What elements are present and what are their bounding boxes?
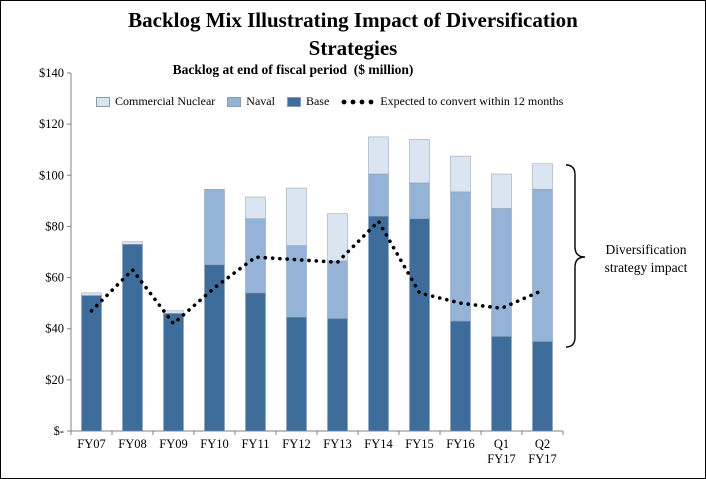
bar-segment-commercial-nuclear [81,292,102,296]
bar-segment-base [368,215,389,432]
legend-swatch-naval [227,96,242,107]
bar-segment-base [532,341,553,432]
bar-segment-naval [368,173,389,217]
legend-label-naval: Naval [246,94,275,108]
legend-label-base: Base [305,94,330,108]
diversification-annotation: Diversification strategy impact [604,242,688,275]
bar-segment-base [409,218,430,432]
bar-segment-naval [204,189,225,266]
y-tick-label: $60 [45,271,64,285]
bar-segment-base [491,336,512,432]
chart-title: Backlog Mix Illustrating Impact of Diver… [128,8,578,61]
bar-segment-naval [286,245,307,318]
bar-segment-base [204,264,225,432]
y-tick-label: $140 [39,66,64,80]
bar-segment-base [81,295,102,432]
bar-segment-commercial-nuclear [245,196,266,220]
x-tick-label: FY07 [77,437,105,451]
bar-segment-base [327,318,348,432]
bar-segment-commercial-nuclear [122,241,143,245]
bar-segment-commercial-nuclear [409,139,430,184]
bar-segment-base [122,244,143,432]
legend-item-base: Base [286,94,330,109]
bar-segment-commercial-nuclear [532,163,553,190]
legend: Commercial Nuclear Naval Base Expected t… [96,94,575,109]
expected-to-convert-line [89,218,545,327]
x-tick-label: FY11 [241,437,269,451]
bar-segment-base [163,313,184,432]
legend-swatch-base [286,96,301,107]
bar-segment-naval [245,218,266,294]
y-tick-label: $20 [45,373,64,387]
bar-segment-naval [491,208,512,337]
x-tick-label: FY17 [528,452,556,466]
x-tick-label: FY08 [118,437,146,451]
bar-segment-naval [532,189,553,342]
x-tick-label: FY17 [487,452,515,466]
bar-segment-commercial-nuclear [368,136,389,175]
bar-segment-commercial-nuclear [163,310,184,314]
chart-subtitle: Backlog at end of fiscal period ($ milli… [172,62,414,77]
x-tick-label: FY14 [364,437,393,451]
x-tick-label: FY12 [282,437,310,451]
legend-dotted-line-sample [341,99,374,104]
y-tick-label: $40 [45,322,64,336]
brace [565,164,586,348]
y-tick-label: $100 [39,168,64,182]
bar-segment-naval [327,260,348,319]
y-tick-label: $- [54,424,64,438]
bar-segment-commercial-nuclear [491,173,512,209]
bar-segment-commercial-nuclear [286,187,307,246]
bar-segment-base [286,316,307,432]
x-tick-label: Q2 [535,437,550,451]
x-tick-label: FY09 [159,437,187,451]
bar-segment-commercial-nuclear [450,155,471,193]
x-tick-label: Q1 [494,437,509,451]
legend-item-expected-line: Expected to convert within 12 months [341,94,563,109]
y-tick-label: $120 [39,117,64,131]
bar-segment-commercial-nuclear [327,213,348,262]
x-tick-label: FY10 [200,437,228,451]
legend-label-commercial-nuclear: Commercial Nuclear [115,94,216,108]
legend-swatch-commercial-nuclear [96,96,110,107]
x-tick-label: FY16 [446,437,474,451]
legend-item-naval: Naval [227,94,275,109]
y-tick-label: $80 [45,219,64,233]
x-tick-label: FY13 [323,437,351,451]
legend-item-commercial-nuclear: Commercial Nuclear [96,94,215,109]
bar-segment-base [450,320,471,432]
legend-label-expected-line: Expected to convert within 12 months [380,94,564,108]
x-tick-label: FY15 [405,437,433,451]
bar-segment-base [245,292,266,432]
bar-segment-naval [409,182,430,220]
